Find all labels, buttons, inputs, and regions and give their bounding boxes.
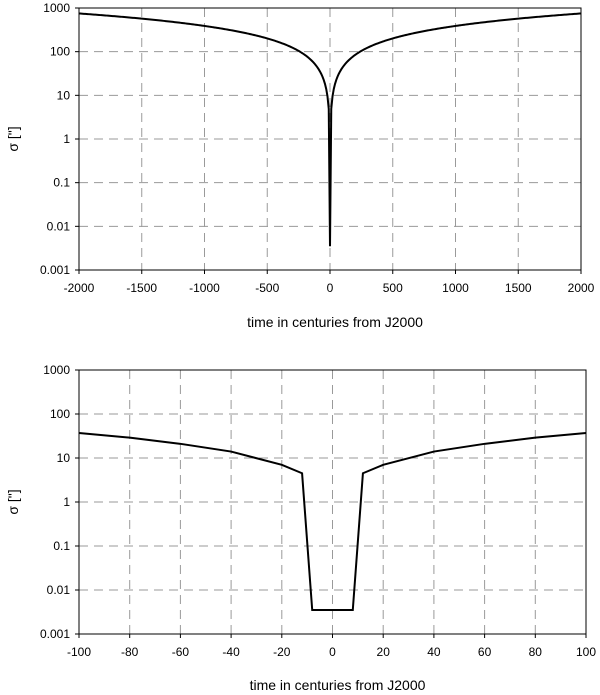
y-tick-label: 0.001 bbox=[40, 263, 70, 277]
x-tick-label: -500 bbox=[255, 281, 279, 295]
y-tick-label: 10 bbox=[57, 88, 71, 102]
y-tick-label: 1 bbox=[63, 132, 70, 146]
y-tick-label: 1 bbox=[63, 495, 70, 509]
x-tick-label: 40 bbox=[427, 645, 441, 659]
x-tick-label: -20 bbox=[273, 645, 291, 659]
y-tick-label: 0.01 bbox=[47, 583, 71, 597]
x-tick-label: 80 bbox=[529, 645, 543, 659]
x-tick-label: 100 bbox=[576, 645, 596, 659]
y-tick-label: 100 bbox=[50, 45, 70, 59]
x-tick-label: 500 bbox=[383, 281, 403, 295]
x-tick-label: 0 bbox=[327, 281, 334, 295]
y-tick-label: 1000 bbox=[43, 363, 70, 377]
y-tick-label: 0.001 bbox=[40, 627, 70, 641]
y-tick-label: 0.01 bbox=[47, 219, 71, 233]
x-tick-label: -1000 bbox=[189, 281, 220, 295]
y-tick-label: 0.1 bbox=[53, 176, 70, 190]
y-tick-label: 100 bbox=[50, 407, 70, 421]
y-tick-label: 10 bbox=[57, 451, 71, 465]
series-line bbox=[78, 12, 582, 247]
x-tick-label: -80 bbox=[121, 645, 139, 659]
x-tick-label: -1500 bbox=[126, 281, 157, 295]
y-axis-label: σ ["] bbox=[5, 126, 21, 151]
x-axis-label: time in centuries from J2000 bbox=[250, 677, 426, 693]
y-tick-label: 0.1 bbox=[53, 539, 70, 553]
y-axis-label: σ ["] bbox=[5, 489, 21, 514]
y-tick-label: 1000 bbox=[43, 1, 70, 15]
chart-bottom: -100 -80 -60 -40 -20 0 20 40 60 80 100 0.001 0.01 0.1… bbox=[5, 363, 596, 693]
x-tick-label: 20 bbox=[377, 645, 391, 659]
x-tick-label: -2000 bbox=[64, 281, 95, 295]
series-line bbox=[78, 432, 587, 612]
x-tick-label: 60 bbox=[478, 645, 492, 659]
x-tick-label: -40 bbox=[222, 645, 240, 659]
x-axis-label: time in centuries from J2000 bbox=[247, 314, 423, 330]
x-tick-label: 1500 bbox=[505, 281, 532, 295]
x-tick-label: 2000 bbox=[568, 281, 595, 295]
x-tick-label: 0 bbox=[329, 645, 336, 659]
x-tick-label: 1000 bbox=[442, 281, 469, 295]
x-tick-label: -60 bbox=[172, 645, 190, 659]
chart-top: -2000 -1500 -1000 -500 0 500 1000 1500 2000 0.001… bbox=[5, 1, 595, 330]
x-tick-label: -100 bbox=[67, 645, 91, 659]
